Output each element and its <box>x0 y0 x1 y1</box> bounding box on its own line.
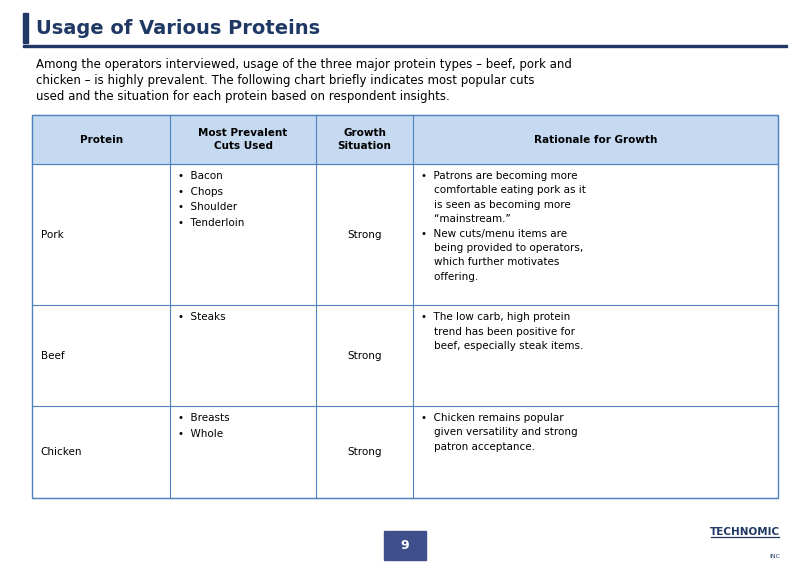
Text: •  Steaks: • Steaks <box>178 312 226 322</box>
Bar <box>23 45 787 47</box>
Text: TECHNOMIC: TECHNOMIC <box>710 527 780 537</box>
Text: 9: 9 <box>401 539 409 552</box>
Text: INC: INC <box>770 554 781 559</box>
Text: chicken – is highly prevalent. The following chart briefly indicates most popula: chicken – is highly prevalent. The follo… <box>36 74 534 87</box>
Text: Most Prevalent
Cuts Used: Most Prevalent Cuts Used <box>198 128 288 151</box>
Text: Chicken: Chicken <box>40 447 82 457</box>
Text: Among the operators interviewed, usage of the three major protein types – beef, : Among the operators interviewed, usage o… <box>36 58 572 71</box>
Text: Strong: Strong <box>347 351 382 361</box>
Text: •  The low carb, high protein
    trend has been positive for
    beef, especial: • The low carb, high protein trend has b… <box>421 312 583 351</box>
Bar <box>23 13 28 43</box>
Bar <box>32 115 778 164</box>
Text: Rationale for Growth: Rationale for Growth <box>534 135 657 145</box>
Text: •  Chicken remains popular
    given versatility and strong
    patron acceptanc: • Chicken remains popular given versatil… <box>421 413 578 452</box>
Text: Beef: Beef <box>40 351 64 361</box>
Text: Growth
Situation: Growth Situation <box>338 128 391 151</box>
Bar <box>384 531 426 560</box>
Text: Protein: Protein <box>79 135 123 145</box>
Text: •  Bacon
•  Chops
•  Shoulder
•  Tenderloin: • Bacon • Chops • Shoulder • Tenderloin <box>178 171 245 228</box>
Bar <box>32 115 778 498</box>
Text: •  Patrons are becoming more
    comfortable eating pork as it
    is seen as be: • Patrons are becoming more comfortable … <box>421 171 586 282</box>
Text: •  Breasts
•  Whole: • Breasts • Whole <box>178 413 230 438</box>
Text: used and the situation for each protein based on respondent insights.: used and the situation for each protein … <box>36 90 450 103</box>
Text: Pork: Pork <box>40 230 63 240</box>
Text: Strong: Strong <box>347 230 382 240</box>
Text: Strong: Strong <box>347 447 382 457</box>
Text: Usage of Various Proteins: Usage of Various Proteins <box>36 19 320 37</box>
